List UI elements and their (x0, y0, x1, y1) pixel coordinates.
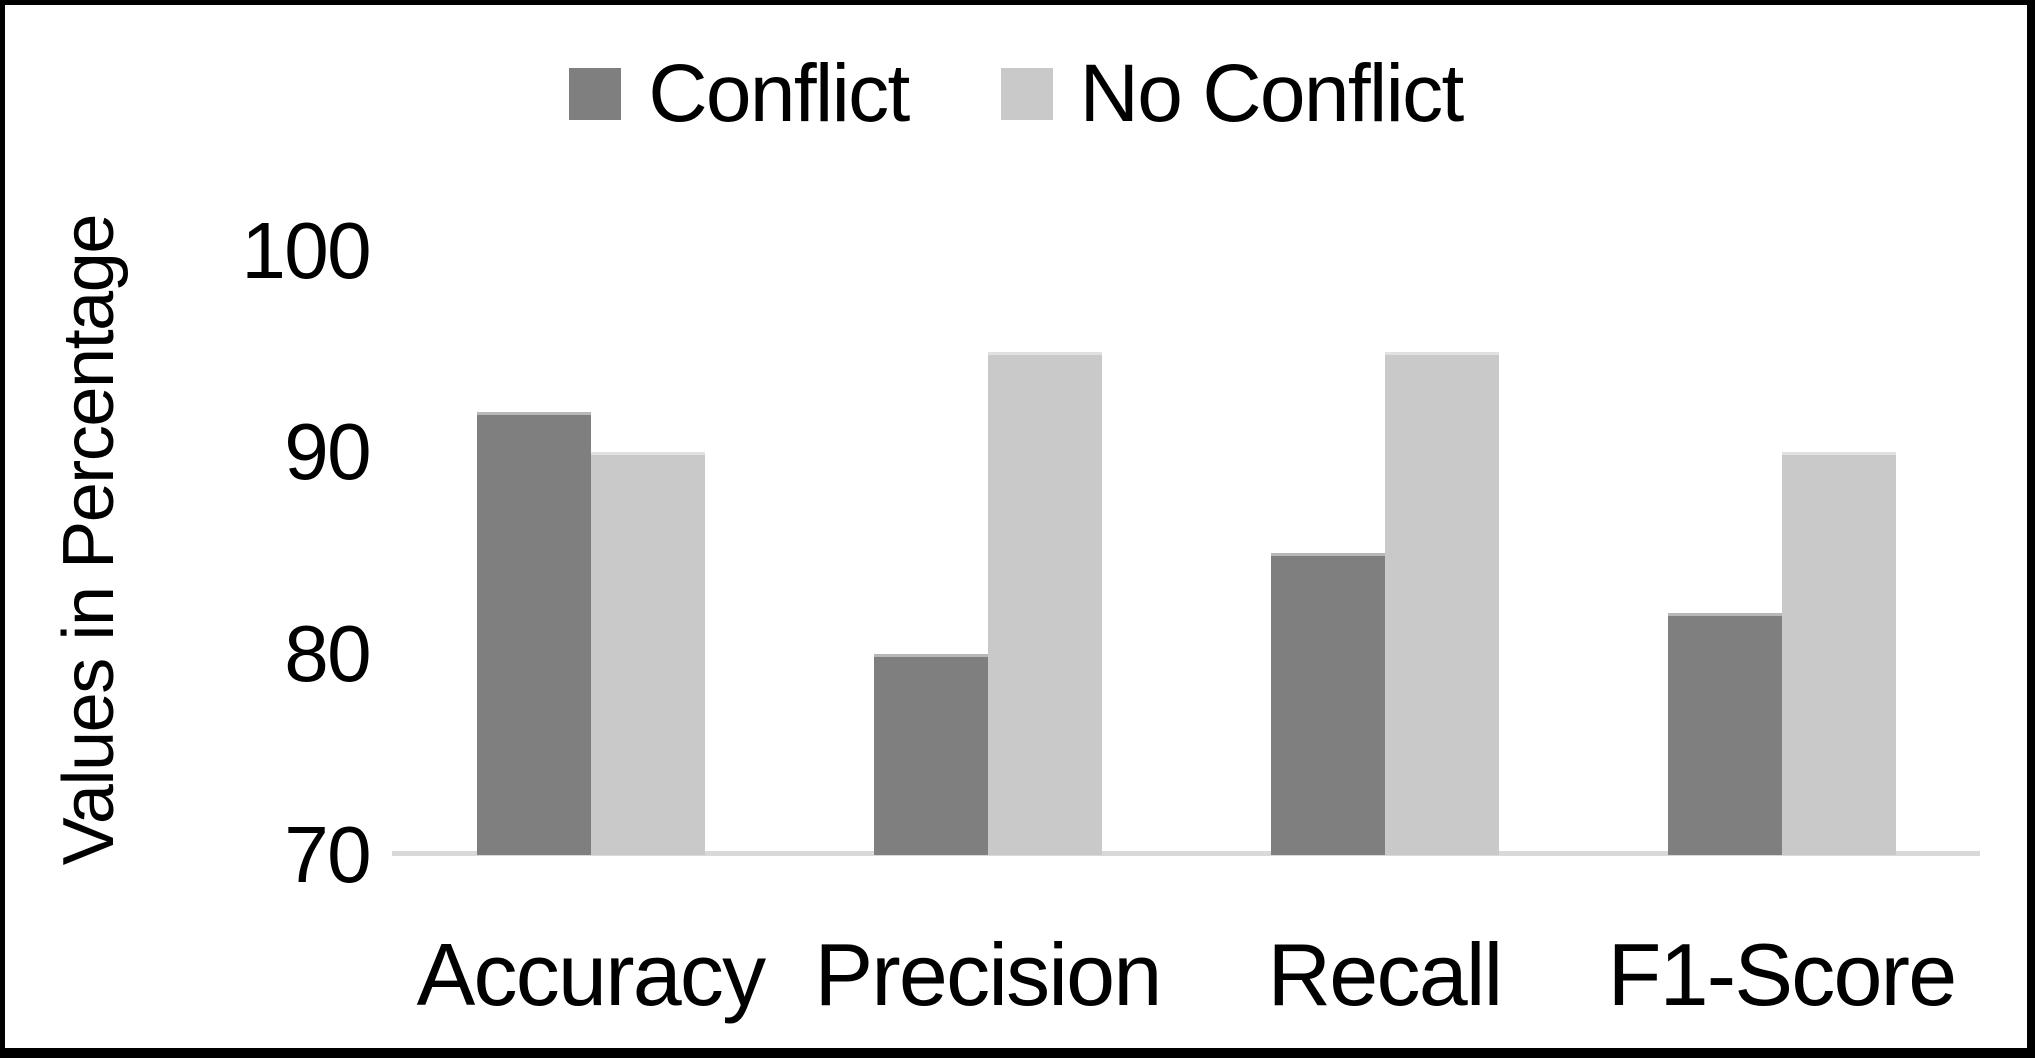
x-axis-labels: Accuracy Precision Recall F1-Score (392, 931, 1980, 1019)
bar-group-precision (789, 251, 1186, 855)
y-tick-label: 90 (284, 407, 371, 497)
bar-group-accuracy (392, 251, 789, 855)
x-axis-line (392, 851, 1980, 856)
legend-swatch-conflict-icon (569, 68, 622, 120)
legend-swatch-no-conflict-icon (1000, 68, 1053, 120)
y-tick-label: 100 (241, 206, 371, 295)
x-category-label-accuracy: Accuracy (416, 925, 767, 1024)
y-axis-title-text: Values in Percentage (49, 214, 129, 866)
bar-group-recall (1186, 251, 1583, 855)
bar-accuracy-no-conflict (590, 452, 705, 855)
legend-item-no-conflict: No Conflict (1000, 48, 1465, 139)
legend: Conflict No Conflict (5, 53, 2027, 135)
bar-precision-no-conflict (987, 351, 1102, 855)
legend-item-conflict: Conflict (569, 48, 910, 139)
bar-precision-conflict (873, 653, 988, 855)
legend-label: Conflict (648, 48, 910, 139)
bar-f1-score-conflict (1667, 613, 1782, 855)
x-category-label-precision: Precision (814, 925, 1162, 1024)
y-axis-title: Values in Percentage (29, 155, 149, 925)
bar-recall-conflict (1270, 553, 1385, 855)
bar-accuracy-conflict (476, 412, 591, 855)
bar-recall-no-conflict (1384, 351, 1499, 855)
legend-label: No Conflict (1079, 48, 1465, 139)
y-tick-label: 80 (284, 608, 371, 698)
x-category-label-f1-score: F1-Score (1607, 925, 1958, 1024)
y-tick-label: 70 (284, 810, 371, 899)
bar-f1-score-no-conflict (1781, 452, 1896, 855)
plot-area (392, 251, 1980, 855)
x-category-label-recall: Recall (1267, 925, 1504, 1024)
bar-group-f1-score (1583, 251, 1980, 855)
y-axis-ticks: 100 90 80 70 (135, 211, 371, 895)
